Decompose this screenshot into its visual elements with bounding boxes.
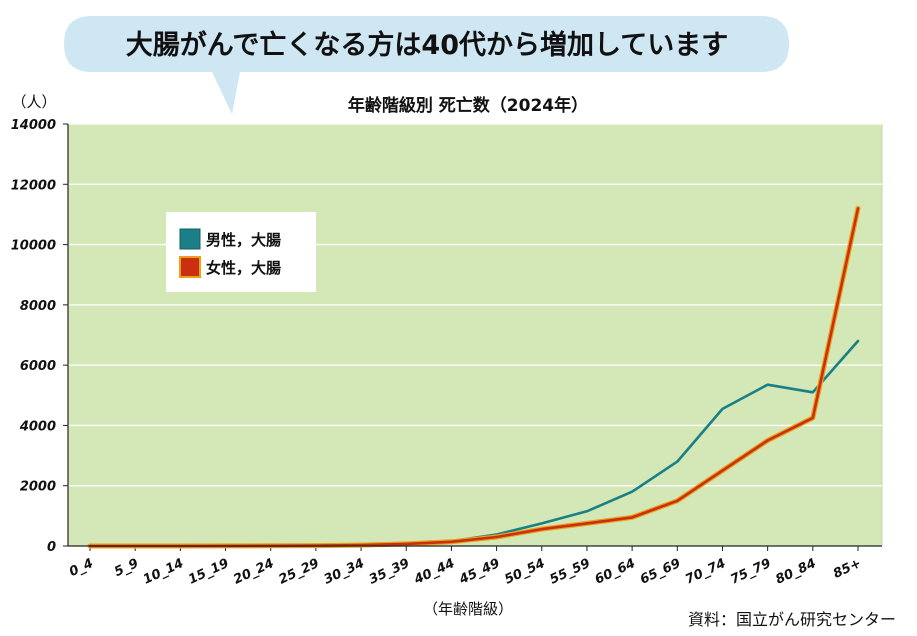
plot-area [67,123,883,547]
x-tick-label: 80_84 [773,556,818,588]
headline-text: 大腸がんで亡くなる方は40代から増加しています [126,29,728,61]
source-note: 資料：国立がん研究センター [688,610,896,629]
x-tick-label: 25_29 [277,556,322,588]
x-tick-label: 10_14 [141,556,186,588]
x-tick-label: 30_34 [322,556,367,588]
x-tick-label: 15_19 [186,556,231,588]
y-tick-label: 10000 [11,239,56,254]
legend: 男性，大腸 女性，大腸 [166,212,316,292]
y-tick-label: 2000 [20,480,56,495]
y-tick-label: 8000 [20,299,56,314]
gridlines [68,123,882,487]
headline-bubble: 大腸がんで亡くなる方は40代から増加しています [64,16,789,114]
x-tick-label: 60_64 [593,556,638,588]
y-tick-label: 4000 [19,419,56,434]
legend-label-female: 女性，大腸 [206,259,281,277]
legend-box [166,212,316,292]
x-tick-label: 70_74 [683,556,728,588]
y-axis-ticks: 0 2000 4000 6000 8000 10000 12000 14000 [11,118,68,555]
x-tick-label: 50_54 [502,556,547,588]
x-axis-ticks: 0_4 5_9 10_14 15_19 20_24 25_29 30_34 35_39 40_4… [67,546,864,588]
y-tick-label: 6000 [20,359,56,374]
legend-swatch-male [179,228,201,250]
x-tick-label: 55_59 [548,556,593,588]
legend-swatch-female [179,256,201,278]
x-tick-label: 20_24 [231,556,276,588]
legend-label-male: 男性，大腸 [206,231,281,249]
x-tick-label: 40_44 [411,556,457,588]
x-tick-label: 45_49 [456,556,502,588]
y-axis-label: （人） [11,93,56,111]
y-tick-label: 0 [47,540,56,555]
x-tick-label: 65_69 [638,556,683,588]
chart-title: 年齢階級別 死亡数（2024年） [348,95,588,116]
x-tick-label: 85+ [831,556,864,582]
x-tick-label: 0_4 [67,556,96,580]
x-tick-label: 35_39 [367,556,412,588]
y-tick-label: 14000 [11,118,56,133]
x-tick-label: 5_9 [112,556,141,580]
x-tick-label: 75_79 [728,556,773,588]
y-tick-label: 12000 [11,178,56,193]
x-axis-label: （年齢階級） [423,600,513,618]
